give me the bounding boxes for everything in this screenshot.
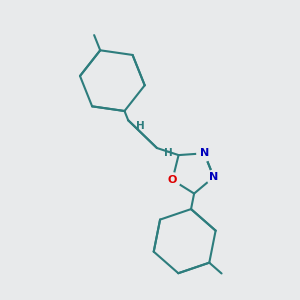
Text: N: N bbox=[209, 172, 218, 182]
Text: O: O bbox=[168, 175, 177, 185]
Text: H: H bbox=[136, 121, 145, 131]
Text: N: N bbox=[200, 148, 209, 158]
Text: H: H bbox=[164, 148, 173, 158]
